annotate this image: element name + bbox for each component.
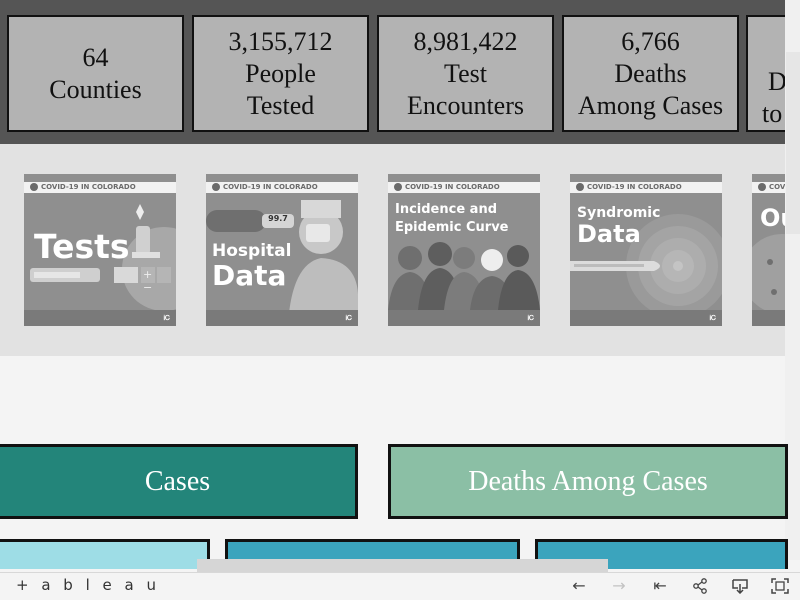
stat-partial-line-1: D bbox=[768, 67, 787, 96]
tile-syndromic-title-2: Data bbox=[577, 220, 641, 248]
tile-footer bbox=[752, 310, 785, 326]
stat-people-tested-label-2: Tested bbox=[246, 90, 315, 120]
tile-incidence-epidemic-curve[interactable]: COVID-19 IN COLORADO Incidence and Epide… bbox=[388, 174, 540, 326]
microscope-illustration-icon bbox=[30, 204, 176, 311]
stat-people-tested-label-1: People bbox=[245, 58, 316, 88]
tableau-toolbar: + a b l e a u ← → ⇤ bbox=[0, 572, 800, 600]
tile-hospital-title-2: Data bbox=[212, 259, 287, 292]
tableau-logo[interactable]: + a b l e a u bbox=[16, 576, 160, 594]
stat-test-encounters: 8,981,422 Test Encounters bbox=[377, 15, 554, 132]
tile-syndromic-data[interactable]: COVID-19 IN COLORADO Syndromic Data ᎥᏟ bbox=[570, 174, 722, 326]
fullscreen-icon[interactable] bbox=[768, 575, 792, 597]
cdphe-logo: ᎥᏟ bbox=[527, 314, 534, 322]
tile-header: COVID-19 IN COLORADO bbox=[388, 182, 540, 193]
redo-icon[interactable]: → bbox=[612, 576, 626, 595]
tile-incidence-title-1: Incidence and bbox=[395, 202, 498, 217]
stat-deaths-among-cases: 6,766 Deaths Among Cases bbox=[562, 15, 739, 132]
stat-test-encounters-label-2: Encounters bbox=[407, 90, 524, 120]
cases-button[interactable]: Cases bbox=[0, 444, 358, 519]
tile-hospital-data[interactable]: COVID-19 IN COLORADO 99.7 Hospital Data … bbox=[206, 174, 358, 326]
stat-counties: 64 Counties bbox=[7, 15, 184, 132]
tile-tests[interactable]: COVID-19 IN COLORADO Tests + − ᎥᏟ bbox=[24, 174, 176, 326]
tile-incidence-title-2: Epidemic Curve bbox=[395, 220, 509, 235]
target-thermometer-illustration-icon bbox=[570, 214, 722, 318]
cdphe-logo: ᎥᏟ bbox=[709, 314, 716, 322]
tile-partial[interactable]: COVID-19 IN COLORADO Ou bbox=[752, 174, 785, 326]
people-crowd-illustration-icon bbox=[388, 242, 540, 310]
tile-footer: ᎥᏟ bbox=[570, 310, 722, 326]
patient-illustration-icon bbox=[206, 200, 358, 324]
deaths-among-cases-button[interactable]: Deaths Among Cases bbox=[388, 444, 788, 519]
cdphe-logo: ᎥᏟ bbox=[345, 314, 352, 322]
tile-hospital-title-1: Hospital bbox=[212, 241, 292, 261]
share-icon[interactable] bbox=[688, 575, 712, 597]
stat-deaths-label-2: Among Cases bbox=[577, 90, 724, 120]
tile-tests-symbols: + − bbox=[143, 268, 161, 294]
tile-footer: ᎥᏟ bbox=[24, 310, 176, 326]
tile-footer: ᎥᏟ bbox=[388, 310, 540, 326]
tile-partial-title: Ou bbox=[760, 204, 785, 232]
vertical-scrollbar-thumb[interactable] bbox=[786, 52, 800, 234]
stat-deaths-label-1: Deaths bbox=[614, 58, 687, 88]
stat-people-tested: 3,155,712 People Tested bbox=[192, 15, 369, 132]
stat-people-tested-value: 3,155,712 bbox=[228, 26, 333, 56]
stat-partial-line-2: to bbox=[762, 99, 783, 128]
tile-header: COVID-19 IN COLORADO bbox=[570, 182, 722, 193]
tile-header: COVID-19 IN COLORADO bbox=[206, 182, 358, 193]
tile-tests-title: Tests bbox=[34, 227, 130, 266]
stat-deaths-value: 6,766 bbox=[621, 26, 680, 56]
undo-icon[interactable]: ← bbox=[572, 576, 586, 595]
stat-test-encounters-label-1: Test bbox=[444, 58, 487, 88]
revert-icon[interactable]: ⇤ bbox=[653, 576, 667, 595]
horizontal-scrollbar-thumb[interactable] bbox=[197, 559, 608, 573]
tile-footer: ᎥᏟ bbox=[206, 310, 358, 326]
tile-header: COVID-19 IN COLORADO bbox=[24, 182, 176, 193]
report-tiles-strip: COVID-19 IN COLORADO Tests + − ᎥᏟ COVID-… bbox=[0, 144, 785, 356]
stats-bar: 64 Counties 3,155,712 People Tested 8,98… bbox=[0, 0, 800, 144]
cdphe-logo: ᎥᏟ bbox=[163, 314, 170, 322]
bottom-panel-1[interactable] bbox=[0, 539, 210, 569]
thermometer-reading: 99.7 bbox=[268, 214, 288, 223]
tile-header: COVID-19 IN COLORADO bbox=[752, 182, 785, 193]
map-illustration-icon bbox=[752, 234, 785, 314]
stat-counties-value: 64 bbox=[82, 42, 109, 72]
tile-syndromic-title-1: Syndromic bbox=[577, 205, 661, 221]
stat-counties-label: Counties bbox=[49, 74, 142, 104]
stat-test-encounters-value: 8,981,422 bbox=[413, 26, 518, 56]
download-icon[interactable] bbox=[728, 575, 752, 597]
